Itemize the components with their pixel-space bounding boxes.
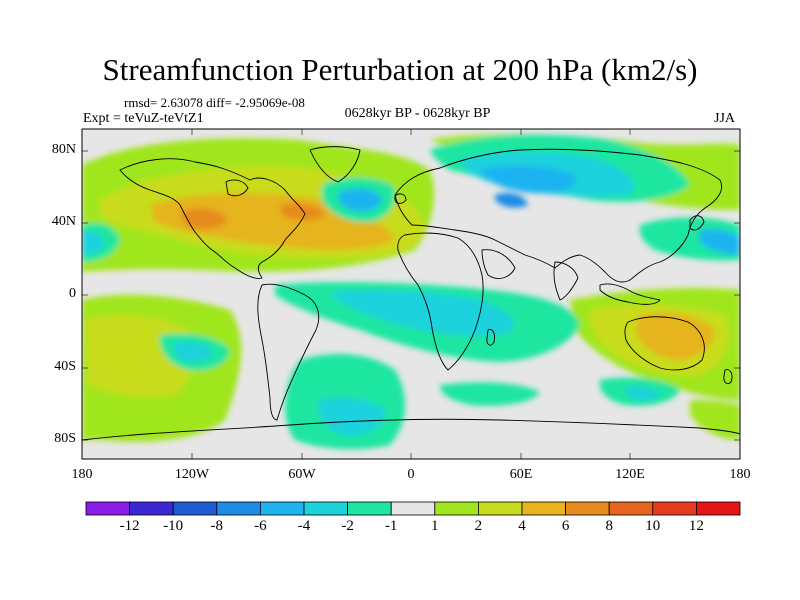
coastline-india (553, 261, 579, 301)
colorbar-swatch (259, 501, 305, 516)
coastline-south-america (257, 283, 320, 421)
colorbar-swatch (303, 501, 348, 516)
colorbar-swatch (434, 501, 479, 516)
coastline-australia (624, 316, 705, 371)
lat-label-0: 0 (69, 286, 76, 301)
lat-label-80n: 80N (51, 142, 76, 157)
colorbar-label: 8 (605, 518, 613, 534)
experiment-label: Expt = teVuZ-teVtZ1 (83, 111, 204, 126)
stats-line: rmsd= 2.63078 diff= -2.95069e-08 (124, 95, 305, 110)
colorbar-swatch (608, 501, 654, 516)
contour-negative-6 (495, 193, 528, 208)
lat-lon-grid (82, 129, 740, 459)
lat-label-40n: 40N (51, 214, 76, 229)
lat-label-80s: 80S (54, 431, 76, 446)
map-plot-area (82, 129, 740, 459)
coastline-antarctica (82, 418, 740, 441)
lon-label-120e: 120E (615, 467, 645, 482)
coastline-hudson-bay (225, 179, 249, 197)
lon-label-180e: 180 (729, 467, 751, 482)
coastline-arabia (481, 249, 516, 279)
lon-label-180w: 180 (71, 467, 93, 482)
colorbar-swatch (565, 501, 610, 516)
colorbar-label: -6 (254, 518, 267, 534)
colorbar-label: -8 (210, 518, 224, 534)
colorbar-label: 12 (688, 518, 704, 534)
contour-positive-8 (180, 208, 228, 230)
colorbar-label: -12 (119, 518, 140, 534)
colorbar-label: 4 (518, 518, 526, 534)
coastline-new-zealand (723, 369, 733, 385)
colorbar-swatch (652, 501, 697, 516)
lon-label-120w: 120W (174, 467, 210, 482)
coastlines (82, 146, 740, 441)
period-label: 0628kyr BP - 0628kyr BP (344, 106, 491, 121)
contour-negative-2 (330, 290, 514, 336)
map-title: Streamfunction Perturbation at 200 hPa (… (102, 52, 698, 87)
map-frame (81, 128, 741, 460)
colorbar-swatch (172, 501, 218, 516)
contour-negative-2 (700, 229, 740, 255)
contour-negative-2 (625, 386, 662, 401)
colorbar-label: -10 (163, 518, 184, 534)
season-label: JJA (714, 111, 736, 126)
colorbar-swatch (477, 501, 523, 516)
colorbar-swatch (390, 501, 436, 516)
lat-label-40s: 40S (54, 359, 76, 374)
colorbar-label: -1 (384, 518, 398, 534)
lon-label-60w: 60W (288, 467, 316, 482)
coastline-maritime-continent (599, 283, 661, 305)
contour-negative-2 (318, 397, 385, 436)
colorbar-label: 2 (474, 518, 483, 534)
lon-label-60e: 60E (509, 467, 533, 482)
contour-positive-6 (635, 313, 715, 360)
coastline-greenland (309, 146, 361, 183)
colorbar-swatch (521, 501, 566, 516)
colorbar-swatch (85, 501, 130, 516)
contour-negative-1 (440, 382, 540, 406)
contour-negative-2 (173, 342, 214, 362)
colorbar (85, 501, 741, 516)
contour-negative-2 (82, 231, 105, 255)
coastline-japan (689, 215, 705, 231)
coastline-british-isles (394, 193, 407, 204)
coastline-africa (397, 232, 484, 371)
contour-positive-2 (690, 400, 740, 440)
colorbar-swatch (129, 501, 174, 516)
coastline-europe-asia (394, 148, 723, 283)
contour-negative-2 (338, 188, 382, 212)
colorbar-swatch (347, 501, 392, 516)
coastline-madagascar (486, 329, 495, 346)
colorbar-swatch (696, 501, 741, 516)
colorbar-label: -4 (297, 518, 311, 534)
colorbar-label: -2 (341, 518, 354, 534)
colorbar-label: 1 (431, 518, 439, 534)
colorbar-label: 6 (561, 518, 570, 534)
contour-positive-8 (280, 203, 325, 221)
contour-negative-4 (480, 165, 576, 194)
contour-fill-layer (82, 134, 740, 450)
colorbar-label: 10 (645, 518, 661, 534)
colorbar-swatch (216, 501, 261, 516)
lon-label-0: 0 (407, 467, 415, 482)
coastline-north-america (119, 158, 306, 279)
